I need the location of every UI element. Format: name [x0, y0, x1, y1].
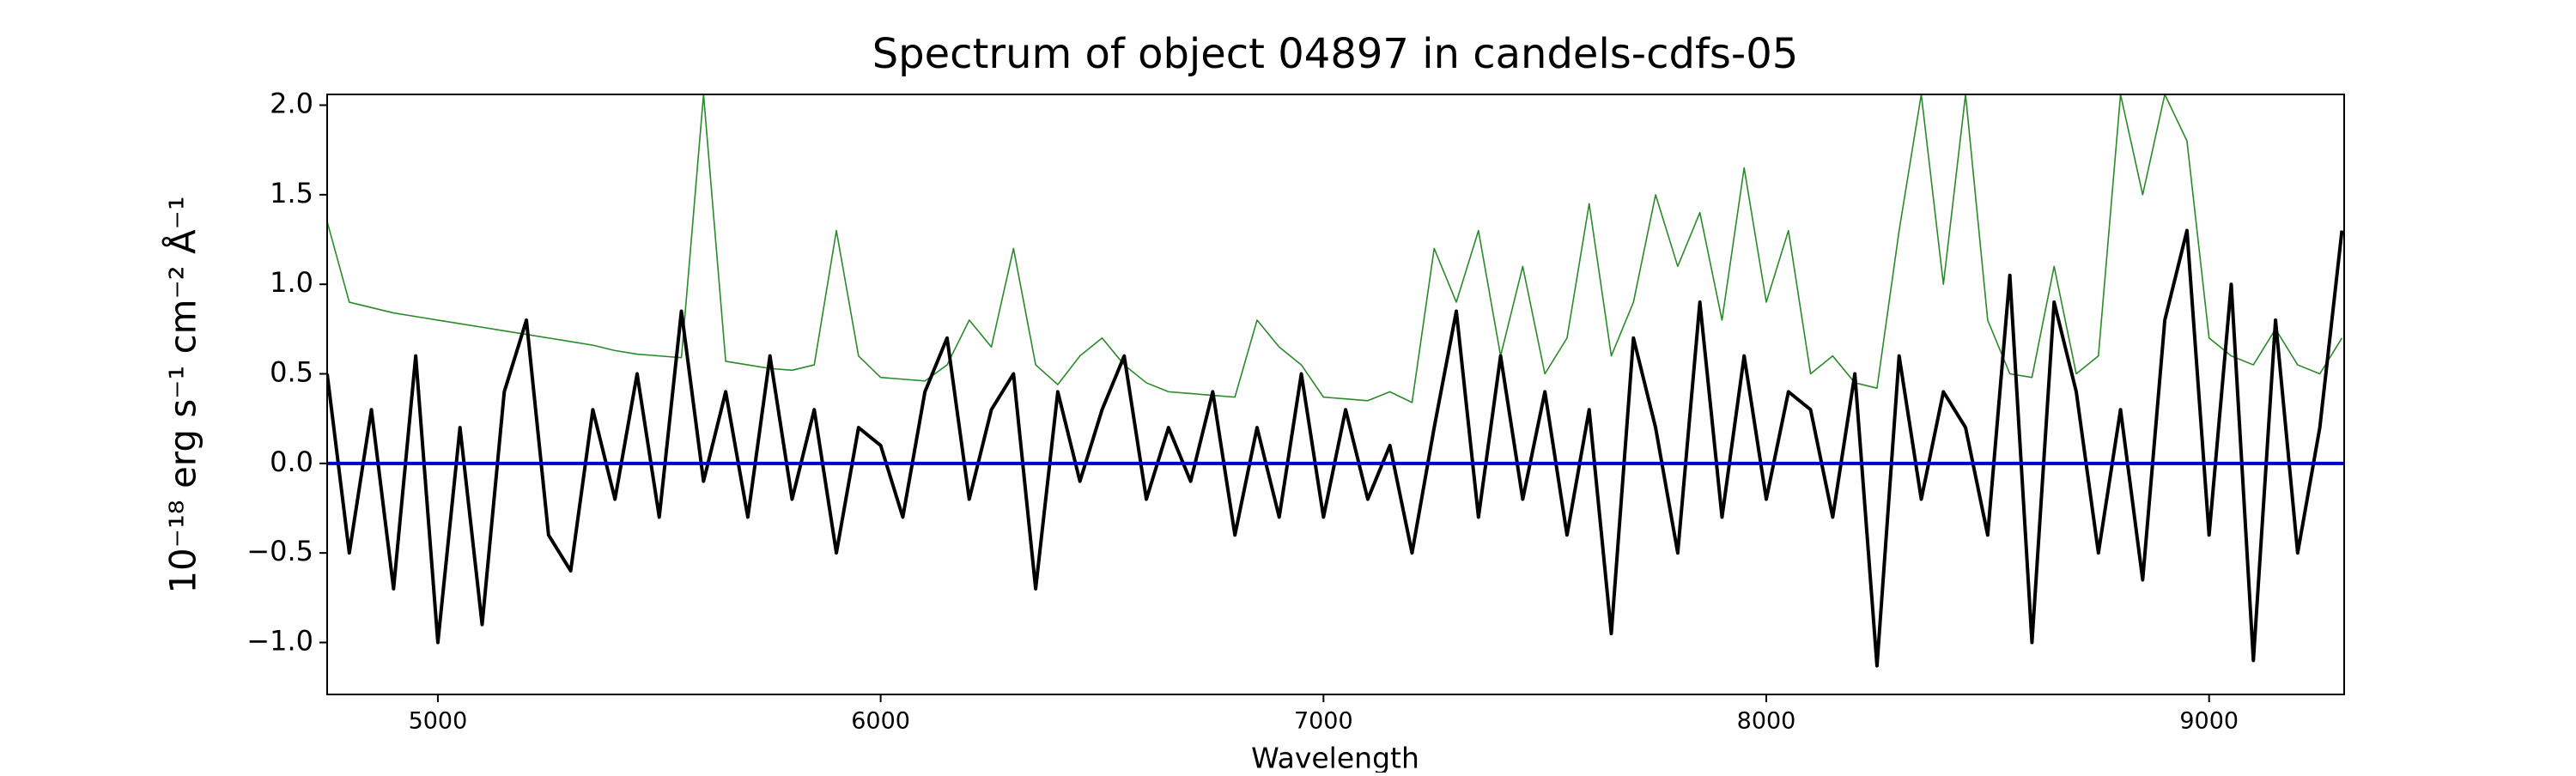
y-axis-label: 10⁻¹⁸ erg s⁻¹ cm⁻² Å⁻¹ [161, 196, 204, 593]
y-tick-label: −0.5 [246, 535, 313, 567]
y-tick-label: 0.0 [270, 446, 313, 478]
x-tick-label: 7000 [1294, 708, 1353, 735]
x-tick-label: 6000 [851, 708, 910, 735]
plot-area [327, 94, 2344, 668]
chart-title: Spectrum of object 04897 in candels-cdfs… [872, 30, 1799, 78]
plot-frame [326, 94, 2345, 695]
spectrum-line [327, 94, 2343, 403]
y-tick-label: 0.5 [270, 356, 313, 389]
y-tick-label: 1.5 [270, 177, 313, 209]
x-axis-label: Wavelength [1251, 742, 1419, 773]
y-tick-label: −1.0 [246, 624, 313, 657]
x-tick-label: 5000 [409, 708, 468, 735]
x-tick-label: 8000 [1737, 708, 1796, 735]
y-tick-label: 1.0 [270, 266, 313, 299]
y-tick-label: 2.0 [270, 88, 313, 120]
x-tick-label: 9000 [2179, 708, 2239, 735]
